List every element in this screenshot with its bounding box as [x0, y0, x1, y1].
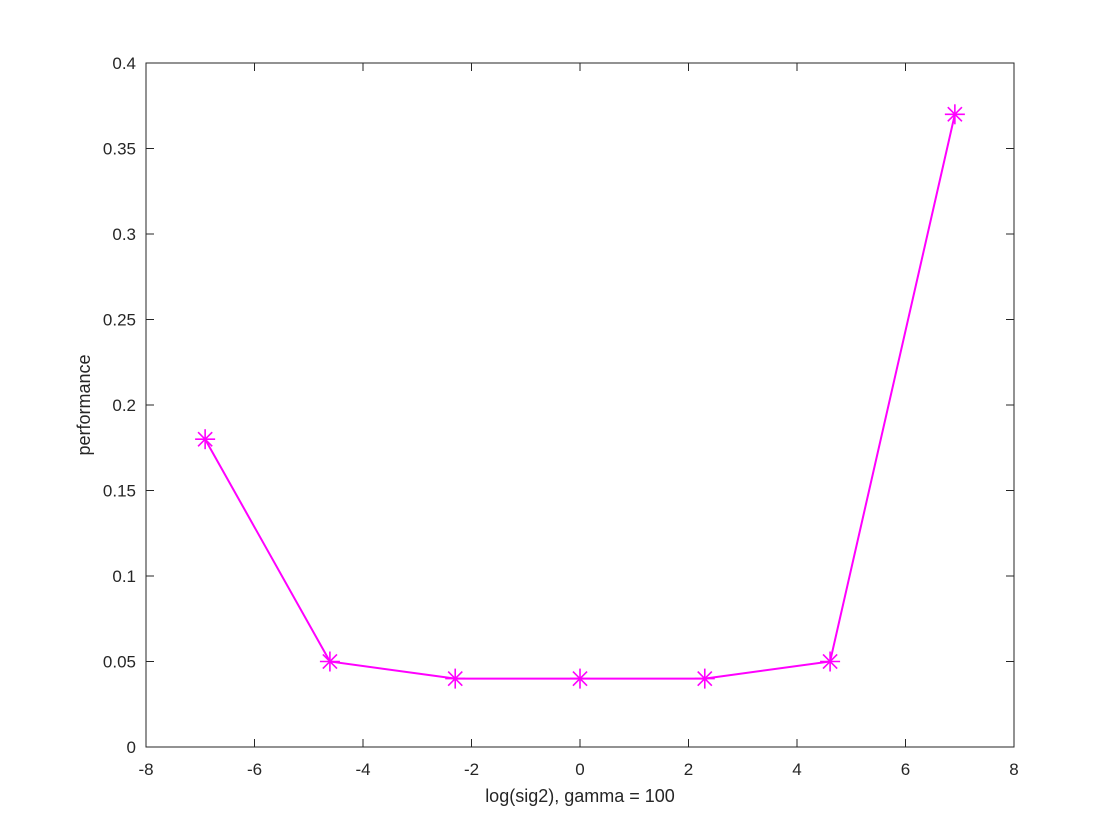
- y-tick-label: 0.25: [103, 311, 136, 330]
- x-tick-label: 6: [901, 760, 910, 779]
- x-tick-label: -2: [464, 760, 479, 779]
- data-point-marker: [944, 104, 965, 125]
- y-tick-label: 0.2: [112, 396, 136, 415]
- x-tick-label: -8: [138, 760, 153, 779]
- y-tick-label: 0.35: [103, 140, 136, 159]
- x-tick-label: 4: [792, 760, 801, 779]
- data-point-marker: [319, 651, 340, 672]
- series-layer: [195, 104, 965, 689]
- plot-area: [145, 62, 1015, 748]
- data-point-marker: [445, 668, 466, 689]
- y-tick-label: 0.05: [103, 653, 136, 672]
- x-tick-label: -4: [355, 760, 370, 779]
- data-point-marker: [820, 651, 841, 672]
- data-point-marker: [570, 668, 590, 689]
- y-axis-ticks: 0 0.05 0.1 0.15 0.2 0.25 0.3 0.35 0.4: [103, 54, 1014, 757]
- x-axis-label: log(sig2), gamma = 100: [485, 786, 675, 806]
- y-tick-label: 0: [127, 738, 136, 757]
- x-tick-label: 2: [684, 760, 693, 779]
- x-tick-label: -6: [247, 760, 262, 779]
- x-tick-label: 8: [1009, 760, 1018, 779]
- data-point-marker: [195, 429, 216, 450]
- x-axis-ticks: -8 -6 -4 -2 0 2 4 6 8: [138, 63, 1019, 779]
- y-tick-label: 0.3: [112, 225, 136, 244]
- x-tick-label: 0: [575, 760, 584, 779]
- y-tick-label: 0.1: [112, 567, 136, 586]
- y-tick-label: 0.15: [103, 482, 136, 501]
- y-axis-label: performance: [74, 354, 94, 455]
- y-tick-label: 0.4: [112, 54, 136, 73]
- data-point-marker: [694, 668, 715, 689]
